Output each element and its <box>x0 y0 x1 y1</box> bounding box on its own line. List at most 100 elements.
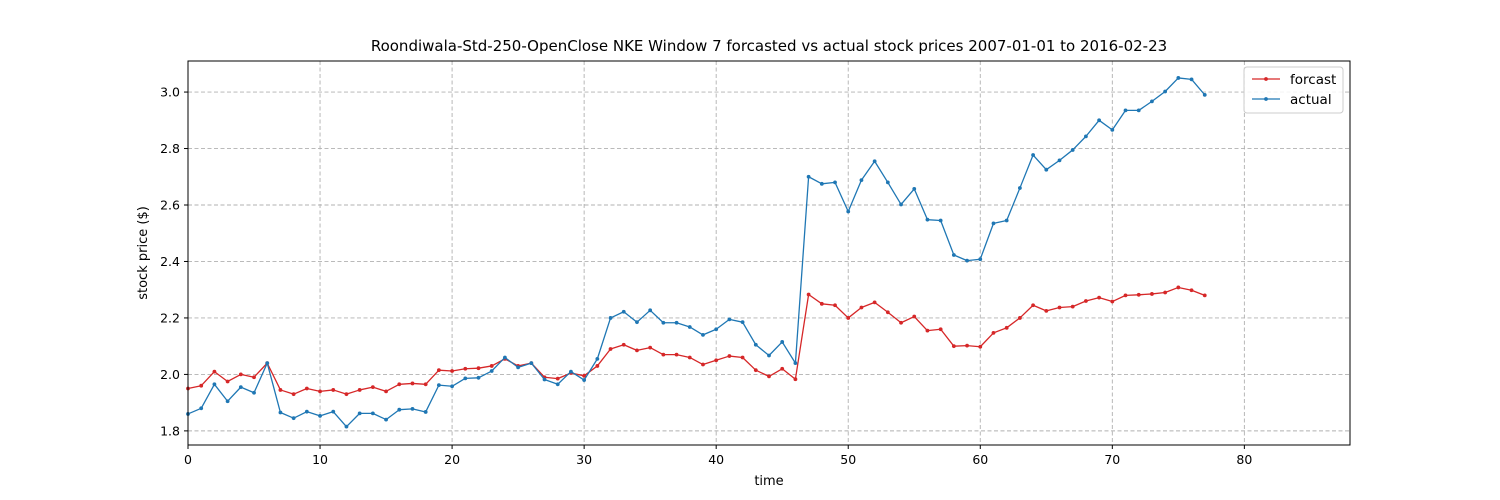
data-point-actual <box>687 325 692 329</box>
data-point-actual <box>265 361 270 366</box>
data-point-forcast <box>555 376 560 381</box>
axis-ticks: 0 10 20 30 40 50 60 70 80 1.8 2.0 2.2 2.4 2.6 2.8 3.0 <box>160 85 1252 467</box>
y-tick-label: 3.0 <box>160 85 180 100</box>
data-point-forcast <box>397 382 402 387</box>
data-point-actual <box>199 406 204 411</box>
data-point-actual <box>1163 89 1168 94</box>
data-point-actual <box>212 382 217 387</box>
data-point-actual <box>780 340 785 344</box>
data-point-actual <box>978 257 983 262</box>
data-point-forcast <box>595 364 600 368</box>
data-point-forcast <box>423 382 428 387</box>
data-point-forcast <box>1031 303 1035 308</box>
data-point-actual <box>331 409 336 414</box>
x-tick-label: 40 <box>708 452 724 467</box>
data-point-forcast <box>357 388 362 392</box>
data-point-forcast <box>318 389 322 394</box>
x-tick-label: 0 <box>184 452 192 467</box>
data-point-actual <box>489 369 494 373</box>
data-point-actual <box>1084 134 1088 139</box>
data-point-actual <box>951 253 956 257</box>
data-point-actual <box>1123 108 1128 113</box>
data-point-actual <box>370 411 375 416</box>
y-tick-label: 2.2 <box>160 310 180 325</box>
data-point-actual <box>1150 99 1154 104</box>
data-point-actual <box>450 384 454 389</box>
data-point-actual <box>1189 77 1194 82</box>
data-point-forcast <box>304 386 309 391</box>
data-point-actual <box>701 332 705 337</box>
data-point-forcast <box>1189 288 1194 293</box>
data-point-forcast <box>674 352 679 357</box>
data-point-forcast <box>1097 295 1102 300</box>
data-point-forcast <box>872 300 877 305</box>
data-point-forcast <box>859 305 864 310</box>
data-point-forcast <box>608 347 613 351</box>
data-point-actual <box>569 369 573 374</box>
data-point-actual <box>1004 218 1009 223</box>
data-point-actual <box>965 258 969 263</box>
data-point-actual <box>357 411 362 416</box>
data-point-actual <box>1097 118 1102 123</box>
data-point-actual <box>582 378 587 382</box>
data-point-forcast <box>1163 290 1168 295</box>
data-point-actual <box>661 320 666 325</box>
data-point-actual <box>648 308 653 313</box>
data-point-actual <box>846 209 851 214</box>
data-point-actual <box>463 376 468 381</box>
data-point-actual <box>925 217 930 222</box>
data-point-actual <box>476 375 481 380</box>
data-point-forcast <box>1150 292 1154 296</box>
data-point-actual <box>912 187 917 191</box>
x-tick-label: 30 <box>576 452 592 467</box>
series-actual <box>186 76 1207 429</box>
data-point-forcast <box>806 292 811 297</box>
plot-frame <box>187 60 1351 446</box>
data-point-forcast <box>1044 308 1049 313</box>
y-axis-label: stock price ($) <box>136 206 151 300</box>
data-point-forcast <box>965 343 969 348</box>
data-point-actual <box>1070 148 1075 152</box>
x-axis-label: time <box>754 474 783 489</box>
data-point-forcast <box>489 364 494 368</box>
data-point-actual <box>833 180 837 185</box>
data-point-actual <box>1176 76 1181 80</box>
legend-label-actual: actual <box>1290 92 1332 108</box>
data-point-actual <box>397 407 402 412</box>
series-line-actual <box>187 77 1206 428</box>
data-point-forcast <box>793 377 798 382</box>
data-point-forcast <box>1070 304 1075 309</box>
data-point-actual <box>674 320 679 325</box>
data-point-actual <box>542 377 547 382</box>
data-point-actual <box>252 390 256 395</box>
data-point-actual <box>238 385 243 390</box>
data-point-forcast <box>1110 299 1115 304</box>
data-point-actual <box>1057 158 1062 163</box>
data-point-actual <box>318 414 322 418</box>
data-point-forcast <box>899 320 903 325</box>
data-point-actual <box>555 382 560 387</box>
legend-label-forcast: forcast <box>1290 72 1336 88</box>
legend: forcast actual <box>1243 66 1344 114</box>
data-point-forcast <box>252 375 256 380</box>
data-point-actual <box>740 320 745 325</box>
data-point-actual <box>423 410 428 414</box>
data-point-forcast <box>846 316 851 320</box>
x-tick-label: 10 <box>312 452 328 467</box>
data-point-forcast <box>740 355 745 360</box>
data-point-actual <box>384 417 388 422</box>
data-point-forcast <box>648 345 653 350</box>
data-point-actual <box>436 383 441 388</box>
x-tick-label: 70 <box>1104 452 1120 467</box>
data-point-actual <box>503 355 507 360</box>
data-point-actual <box>304 409 309 414</box>
data-point-forcast <box>714 358 719 363</box>
data-point-forcast <box>199 383 204 388</box>
data-point-forcast <box>687 355 692 360</box>
data-point-actual <box>1031 153 1035 157</box>
data-point-forcast <box>463 366 468 371</box>
data-point-actual <box>938 218 943 223</box>
data-point-forcast <box>370 385 375 390</box>
data-point-forcast <box>819 301 824 306</box>
